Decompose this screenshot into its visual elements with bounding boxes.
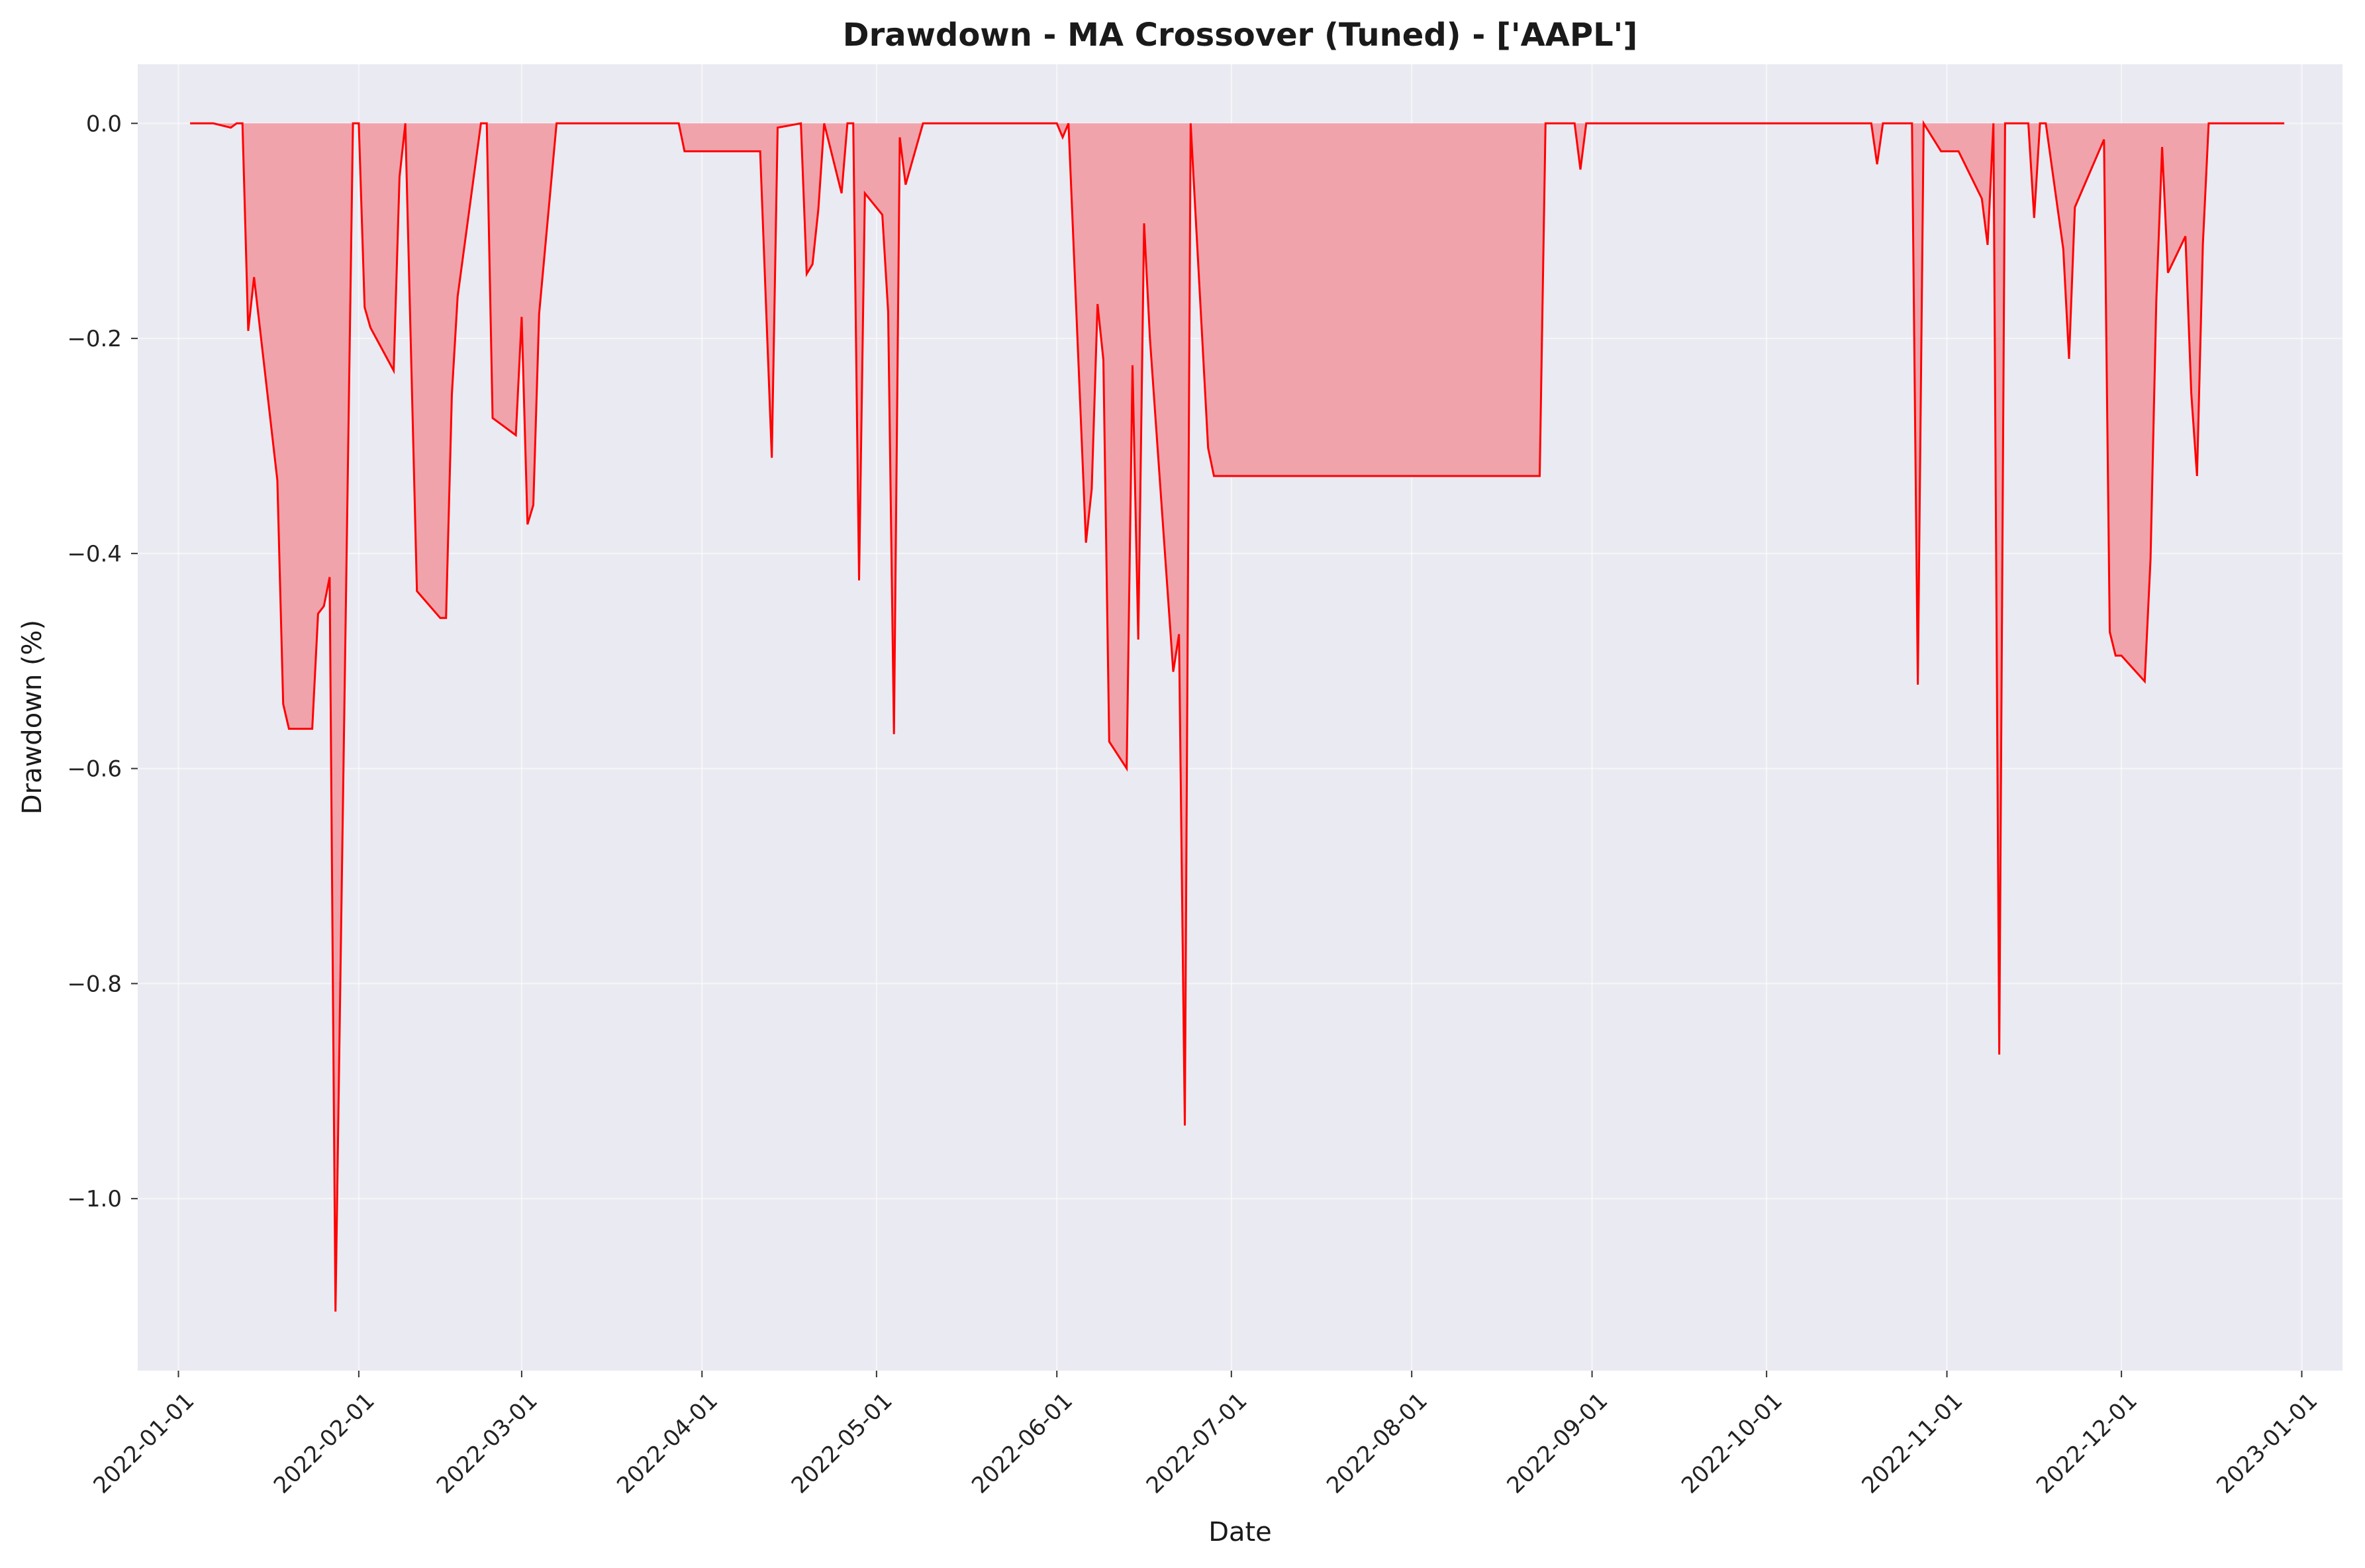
y-axis-label: Drawdown (%) <box>17 620 48 814</box>
drawdown-area <box>190 123 2285 1312</box>
y-tick-label: 0.0 <box>86 111 122 137</box>
y-tick-label: −0.4 <box>67 541 122 567</box>
y-tick-label: −0.6 <box>67 756 122 783</box>
drawdown-line <box>190 120 2285 1312</box>
y-tick-label: −0.2 <box>67 326 122 352</box>
grid-lines <box>138 64 2342 1371</box>
chart-title: Drawdown - MA Crossover (Tuned) - ['AAPL… <box>843 17 1638 54</box>
y-tick-label: −1.0 <box>67 1186 122 1212</box>
y-tick-label: −0.8 <box>67 971 122 997</box>
x-axis-label: Date <box>1208 1517 1272 1547</box>
y-axis: 0.0 −0.2 −0.4 −0.6 −0.8 −1.0 <box>67 111 138 1212</box>
